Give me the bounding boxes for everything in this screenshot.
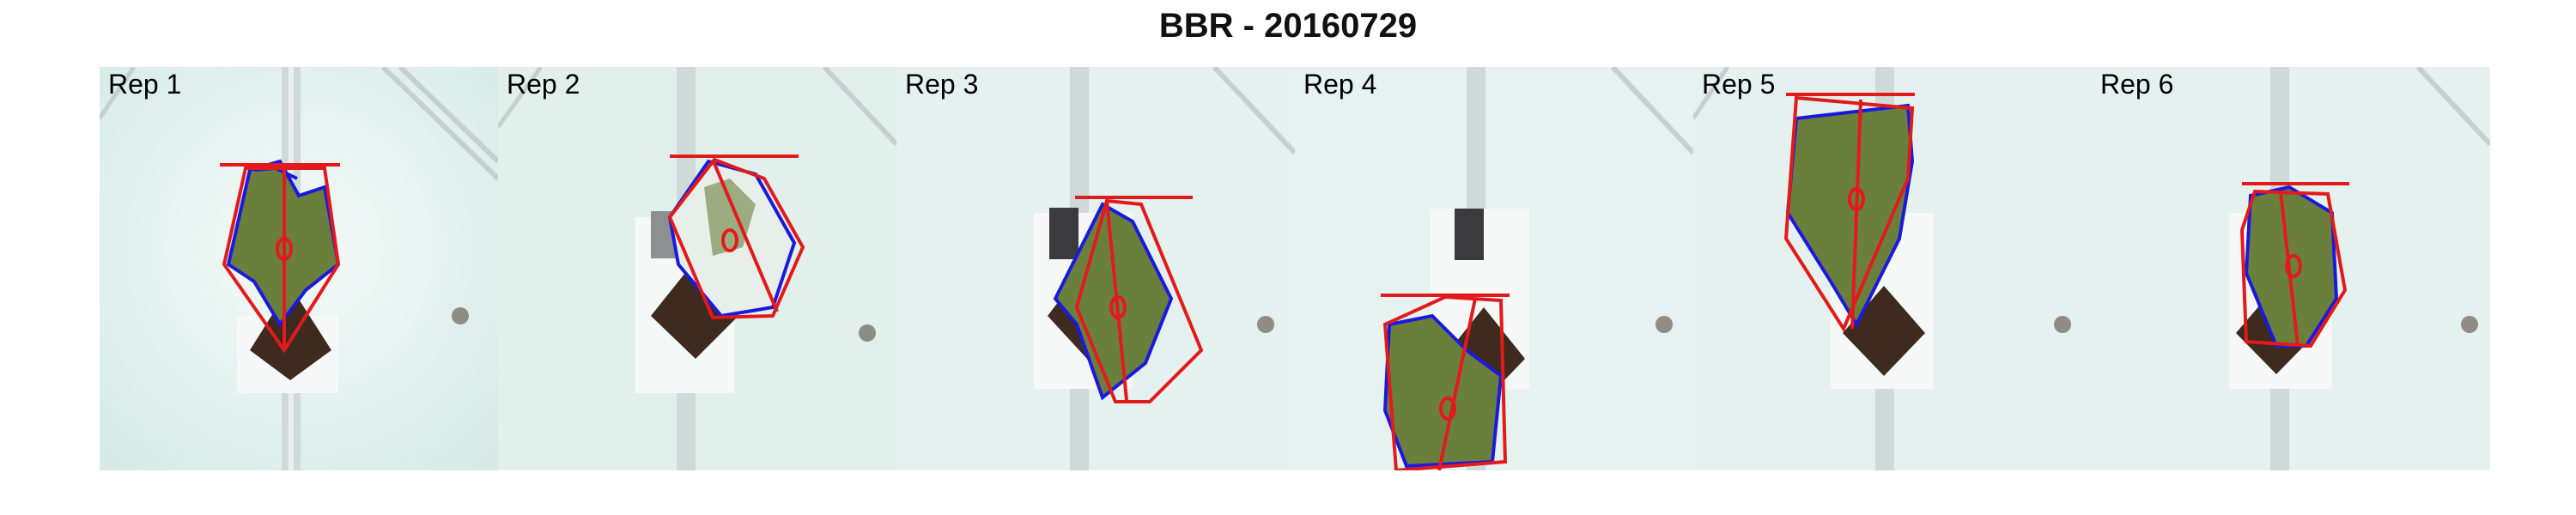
debris: [1656, 316, 1673, 333]
convex-hull: [667, 157, 805, 320]
plant-image: [100, 67, 498, 470]
panel-rep-1: Rep 1: [100, 67, 498, 470]
panel-rep-3: Rep 3: [896, 67, 1295, 470]
soil-pot: [250, 286, 331, 380]
convex-hull: [222, 167, 341, 354]
centroid-marker: [276, 237, 293, 261]
hull-axis: [1105, 200, 1128, 401]
panel-rep-4: Rep 4: [1295, 67, 1693, 470]
plant-image: [498, 67, 896, 470]
rep-label: Rep 2: [507, 69, 580, 100]
rep-label: Rep 3: [905, 69, 979, 100]
frame-bar: [1610, 67, 1693, 155]
rep-label: Rep 4: [1303, 69, 1377, 100]
figure-title: BBR - 20160729: [1158, 7, 1418, 45]
soil-pot: [651, 260, 738, 359]
centroid-marker: [1439, 397, 1456, 421]
convex-hull: [1074, 198, 1204, 403]
hull-axis: [711, 159, 779, 312]
rep-label: Rep 5: [1702, 69, 1776, 100]
frame-bar: [100, 67, 137, 120]
leaf-mask: [1785, 103, 1915, 329]
centroid-marker: [1109, 295, 1127, 319]
hull-axis: [2279, 191, 2300, 347]
hull-axis: [1437, 298, 1477, 470]
debris: [2461, 316, 2478, 333]
plant-image: [1295, 67, 1693, 470]
convex-hull: [1783, 95, 1915, 333]
plant-image: [2092, 67, 2490, 470]
debris: [859, 324, 876, 342]
hull-axis: [1850, 99, 1862, 330]
rep-label: Rep 1: [108, 69, 182, 100]
frame-bar: [2415, 67, 2490, 147]
image-grid: Rep 1 Rep 2: [100, 67, 2490, 470]
debris: [2054, 316, 2071, 333]
soil-pot: [1843, 286, 1925, 376]
centroid-marker: [721, 228, 738, 252]
debris: [1257, 316, 1274, 333]
panel-rep-5: Rep 5: [1693, 67, 2092, 470]
sensor-block: [1455, 209, 1484, 260]
panel-rep-6: Rep 6: [2092, 67, 2490, 470]
frame-bar: [822, 67, 896, 147]
panel-rep-2: Rep 2: [498, 67, 896, 470]
frame-bar: [1212, 67, 1295, 155]
rep-label: Rep 6: [2100, 69, 2174, 100]
plant-image: [1693, 67, 2092, 470]
leaf-fill: [704, 179, 756, 256]
leaf-mask: [1382, 313, 1504, 469]
frame-bar: [380, 67, 498, 181]
plant-image: [896, 67, 1295, 470]
frame-bar: [498, 67, 544, 129]
debris: [452, 307, 469, 324]
sensor-block: [1049, 208, 1078, 259]
centroid-marker: [2285, 254, 2302, 278]
convex-hull: [1382, 294, 1508, 470]
convex-hull: [2239, 189, 2348, 348]
centroid-marker: [1848, 187, 1865, 211]
frame-bar: [1693, 67, 1730, 120]
